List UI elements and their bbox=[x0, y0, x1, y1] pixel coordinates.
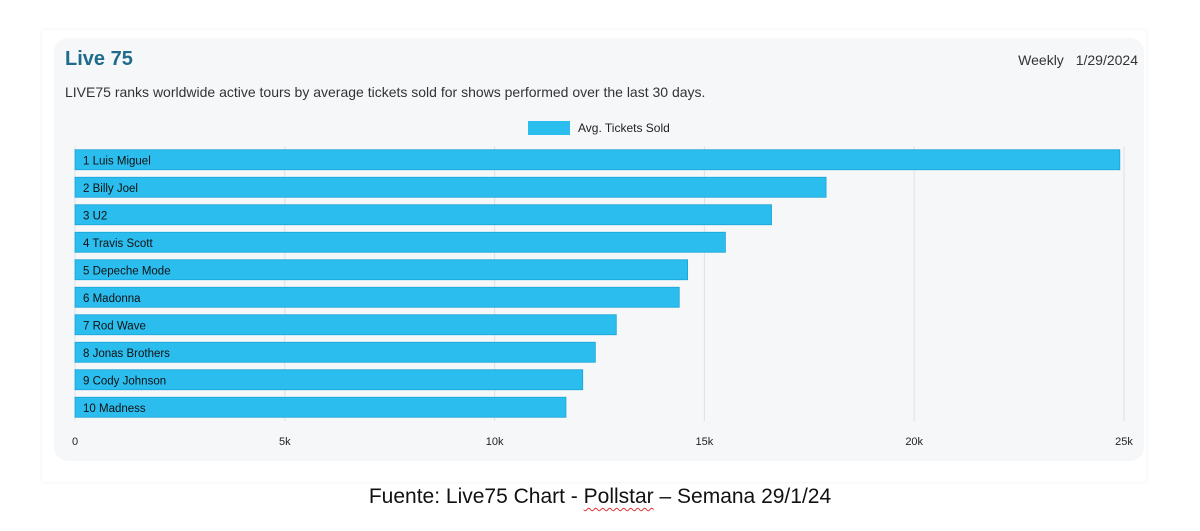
period-date: 1/29/2024 bbox=[1075, 52, 1138, 68]
bar bbox=[74, 149, 1121, 171]
bar-label: 7 Rod Wave bbox=[83, 320, 146, 332]
bar-label: 2 Billy Joel bbox=[83, 183, 138, 195]
source-name: Pollstar bbox=[583, 485, 654, 508]
source-caption: Fuente: Live75 Chart - Pollstar – Semana… bbox=[0, 485, 1200, 509]
bar-label: 9 Cody Johnson bbox=[83, 375, 166, 387]
bar bbox=[74, 396, 567, 418]
bar-label: 4 Travis Scott bbox=[83, 238, 153, 250]
x-tick-label: 20k bbox=[905, 436, 923, 448]
legend-label: Avg. Tickets Sold bbox=[578, 121, 670, 135]
x-tick-label: 25k bbox=[1115, 436, 1133, 448]
bar-label: 1 Luis Miguel bbox=[83, 155, 151, 167]
bar bbox=[74, 369, 584, 391]
bar bbox=[74, 231, 726, 253]
chart-description: LIVE75 ranks worldwide active tours by a… bbox=[65, 84, 706, 100]
x-tick-label: 0 bbox=[72, 436, 78, 448]
x-tick-label: 15k bbox=[696, 436, 714, 448]
bar bbox=[74, 314, 617, 336]
bar bbox=[74, 176, 827, 198]
source-suffix: – Semana 29/1/24 bbox=[653, 485, 832, 508]
bar bbox=[74, 204, 772, 226]
bar-label: 5 Depeche Mode bbox=[83, 265, 171, 277]
legend-swatch bbox=[528, 121, 570, 135]
bar bbox=[74, 259, 689, 281]
period-frequency: Weekly bbox=[1018, 52, 1064, 68]
chart-title: Live 75 bbox=[65, 48, 133, 70]
x-tick-label: 10k bbox=[486, 436, 504, 448]
bar-label: 8 Jonas Brothers bbox=[83, 348, 170, 360]
legend: Avg. Tickets Sold bbox=[528, 121, 670, 135]
bar-label: 3 U2 bbox=[83, 210, 107, 222]
bar bbox=[74, 341, 596, 363]
bar bbox=[74, 286, 680, 308]
period-label: Weekly 1/29/2024 bbox=[1010, 52, 1138, 68]
bar-label: 10 Madness bbox=[83, 403, 146, 415]
bar-label: 6 Madonna bbox=[83, 293, 141, 305]
x-tick-label: 5k bbox=[279, 436, 291, 448]
source-prefix: Fuente: Live75 Chart - bbox=[368, 485, 584, 508]
